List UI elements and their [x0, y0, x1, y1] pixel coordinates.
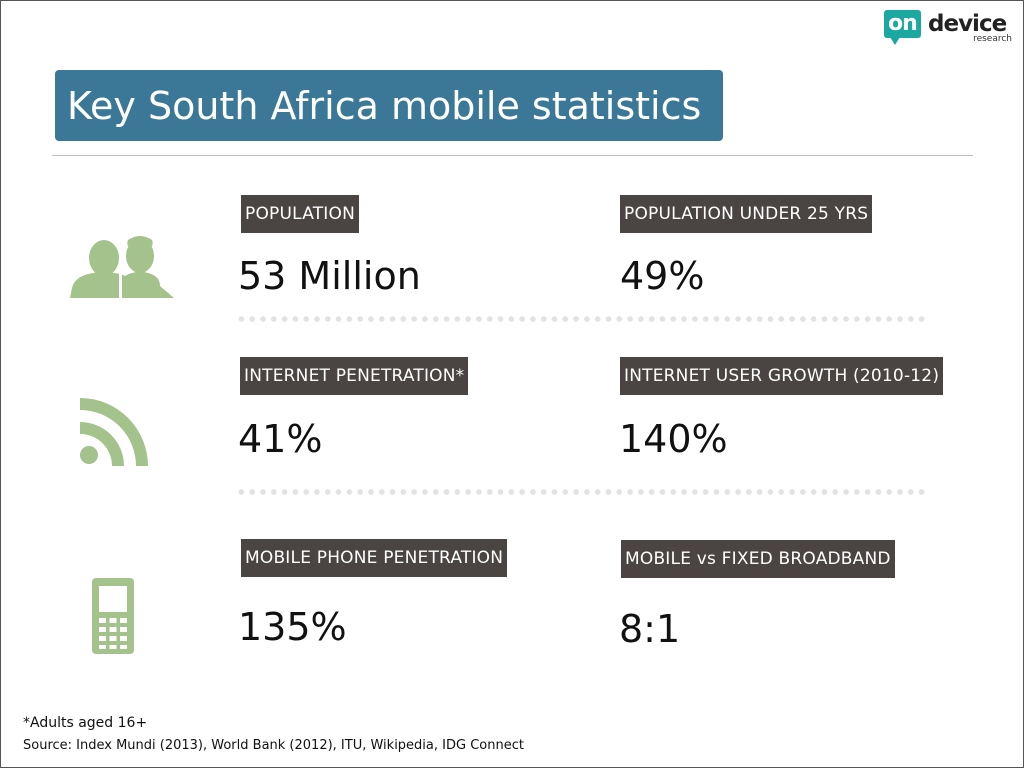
- logo-on-text: on: [884, 10, 921, 45]
- mobile-phone-icon: [92, 578, 134, 654]
- population-under-25-label: POPULATION UNDER 25 YRS: [620, 195, 873, 233]
- page-title: Key South Africa mobile statistics: [67, 84, 702, 128]
- mobile-phone-penetration-label: MOBILE PHONE PENETRATION: [241, 539, 508, 577]
- mobile-vs-fixed-broadband-label: MOBILE vs FIXED BROADBAND: [621, 540, 895, 578]
- population-label: POPULATION: [241, 195, 359, 233]
- internet-penetration-label: INTERNET PENETRATION*: [240, 357, 469, 395]
- internet-user-growth-value: 140%: [619, 417, 728, 461]
- rss-feed-icon: [80, 398, 148, 466]
- population-value: 53 Million: [238, 254, 421, 298]
- footnote: *Adults aged 16+: [23, 715, 148, 731]
- population-under-25-value: 49%: [620, 254, 705, 298]
- source-citation: Source: Index Mundi (2013), World Bank (…: [23, 738, 524, 753]
- logo-device-text: device: [928, 11, 1007, 37]
- mobile-phone-penetration-value: 135%: [238, 605, 347, 649]
- ondevice-logo: on device research: [884, 10, 1014, 48]
- dotted-divider: [236, 489, 928, 495]
- dotted-divider: [236, 316, 928, 322]
- title-banner: Key South Africa mobile statistics: [57, 72, 721, 139]
- people-icon: [70, 236, 174, 298]
- internet-user-growth-label: INTERNET USER GROWTH (2010-12): [620, 357, 944, 395]
- internet-penetration-value: 41%: [238, 417, 323, 461]
- logo-research-text: research: [973, 34, 1012, 44]
- mobile-vs-fixed-broadband-value: 8:1: [619, 607, 681, 651]
- title-divider: [52, 155, 973, 156]
